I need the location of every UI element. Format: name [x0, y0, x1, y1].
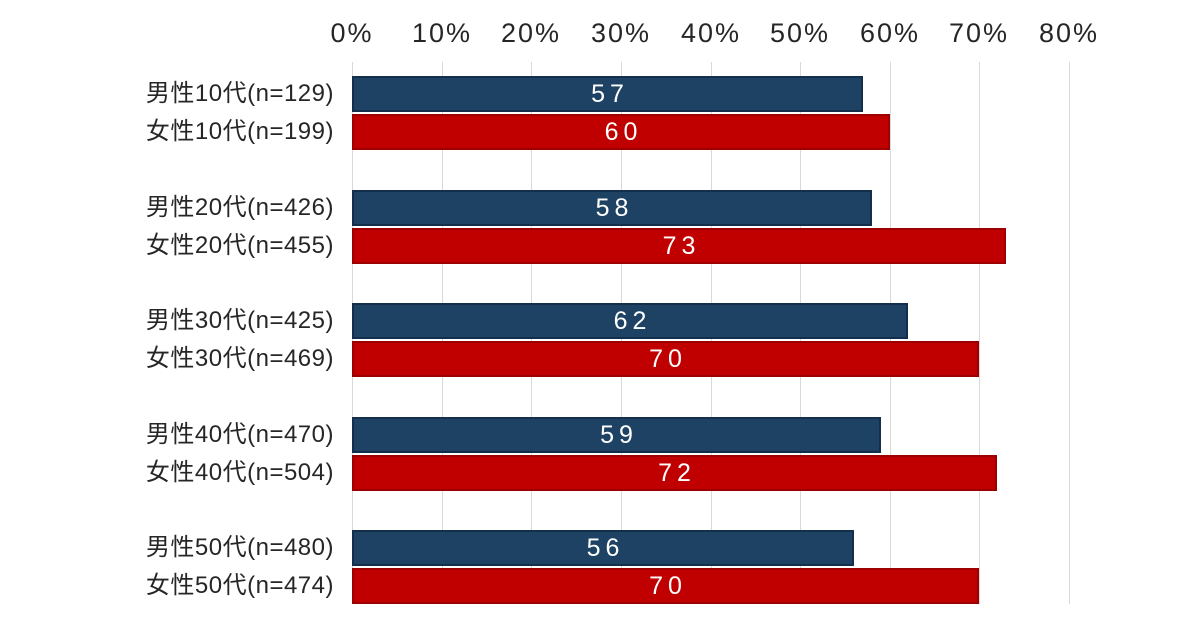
axis-tick-label: 30%: [590, 18, 652, 48]
axis-tick-label: 70%: [948, 18, 1010, 48]
bar-female: 60: [352, 114, 890, 150]
axis-tick-label: 10%: [411, 18, 473, 48]
bar-value-label: 59: [600, 420, 638, 449]
bar-male: 59: [352, 417, 881, 453]
bar-female: 72: [352, 455, 997, 491]
axis-tick-label: 0%: [330, 18, 374, 48]
category-label: 男性50代(n=480): [145, 534, 334, 561]
bar-value-label: 70: [649, 344, 687, 373]
bar-female: 70: [352, 568, 979, 604]
bar-value-label: 70: [649, 571, 687, 600]
bar-value-label: 56: [586, 533, 625, 562]
axis-tick-label: 50%: [769, 18, 831, 48]
axis-tick-label: 80%: [1038, 18, 1100, 48]
bar-value-label: 58: [595, 193, 634, 222]
bar-value-label: 72: [658, 458, 696, 487]
bar-value-label: 57: [591, 79, 629, 108]
bar-value-label: 73: [662, 231, 701, 260]
category-label: 男性10代(n=129): [145, 80, 334, 107]
axis-tick-label: 40%: [680, 18, 742, 48]
bar-male: 62: [352, 303, 908, 339]
category-label: 女性10代(n=199): [145, 118, 334, 145]
axis-tick-label: 20%: [500, 18, 562, 48]
bar-female: 70: [352, 341, 979, 377]
bar-male: 57: [352, 76, 863, 112]
category-label: 男性30代(n=425): [145, 307, 334, 334]
category-label: 男性20代(n=426): [145, 194, 334, 221]
gridline-70%: [979, 62, 980, 604]
bar-female: 73: [352, 228, 1006, 264]
bar-male: 58: [352, 190, 872, 226]
bar-value-label: 60: [604, 117, 643, 146]
category-label: 女性20代(n=455): [145, 232, 334, 259]
bar-value-label: 62: [613, 306, 652, 335]
axis-tick-label: 60%: [859, 18, 921, 48]
gridline-80%: [1069, 62, 1070, 604]
category-label: 女性30代(n=469): [145, 345, 334, 372]
bar-male: 56: [352, 530, 854, 566]
category-label: 女性40代(n=504): [145, 459, 334, 486]
category-label: 女性50代(n=474): [145, 572, 334, 599]
category-label: 男性40代(n=470): [145, 421, 334, 448]
